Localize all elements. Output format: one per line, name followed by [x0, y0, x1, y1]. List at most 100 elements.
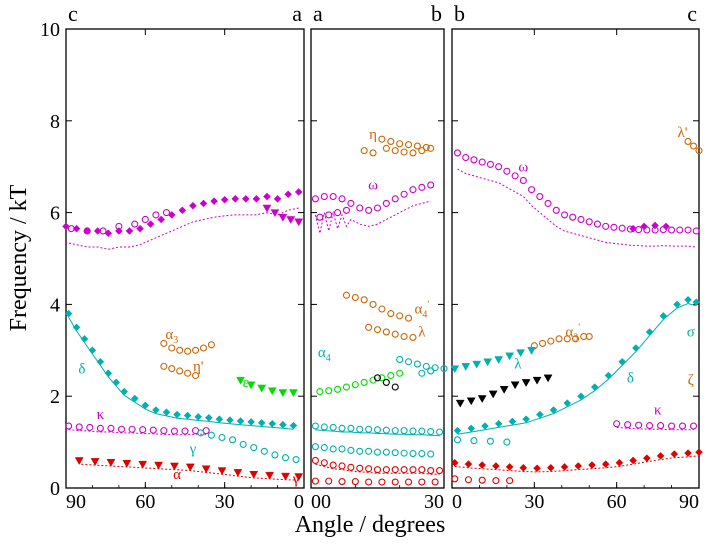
series-annotation: κ: [654, 403, 662, 419]
data-point-alpha-low: [464, 476, 473, 484]
data-point-alpha: [684, 449, 692, 457]
data-point-gamma: [197, 429, 205, 437]
data-point-alpha-low: [338, 478, 346, 486]
data-point-omega: [356, 204, 364, 212]
data-point-omega: [635, 226, 643, 234]
data-point-gamma: [311, 443, 319, 451]
data-point-delta: [278, 420, 287, 429]
series-annotation: κ: [97, 407, 105, 423]
data-point-kappa: [170, 427, 178, 435]
series-annotation: ω: [518, 159, 528, 175]
data-point-eta-prime: [192, 371, 200, 380]
data-point-gamma: [365, 447, 373, 455]
data-point-eta: [396, 140, 404, 148]
data-point-alpha: [169, 462, 179, 471]
data-point-alpha: [533, 464, 541, 473]
data-point-alpha: [643, 454, 651, 463]
data-point-epsilon: [351, 381, 359, 389]
y-tick-label: 6: [50, 203, 60, 225]
data-point-eta-prime: [160, 362, 168, 370]
panel-frame-c-a: [65, 28, 305, 489]
data-point-omega: [577, 215, 585, 224]
data-point-eta-prime: [168, 365, 176, 373]
data-point-black: [391, 383, 399, 391]
data-point-alpha3-prime: [539, 339, 547, 347]
data-point-omega: [453, 149, 462, 157]
data-point-omega-open: [131, 220, 139, 228]
data-point-alpha: [338, 462, 346, 470]
data-point-lambda: [400, 332, 408, 341]
data-point-alpha3-prime: [571, 335, 580, 343]
data-point-alpha4-prime: [396, 312, 404, 320]
data-point-omega: [478, 158, 486, 166]
series-annotation: α: [173, 467, 181, 483]
data-point-kappa: [657, 422, 665, 430]
data-point-alpha-low: [391, 478, 399, 486]
data-point-alpha: [695, 448, 703, 457]
data-point-lambda-prime: [695, 147, 703, 155]
series-annotation: α4': [414, 300, 429, 321]
y-tick-label: 2: [50, 386, 60, 408]
x-axis-label: Angle / degrees: [295, 512, 446, 538]
data-point-epsilon: [342, 383, 351, 391]
data-point-lambda: [472, 360, 482, 369]
data-point-gamma: [503, 438, 511, 446]
series-annotation: α3': [565, 323, 580, 344]
data-point-alpha-low: [478, 476, 486, 484]
data-point-gamma: [470, 437, 478, 445]
data-point-omega: [602, 222, 610, 230]
data-point-omega: [544, 199, 552, 207]
data-point-alpha4: [422, 362, 430, 370]
corner-label: b: [431, 1, 442, 26]
data-point-black: [543, 374, 553, 383]
data-point-eta: [409, 149, 417, 157]
data-point-gamma: [356, 447, 364, 455]
data-point-alpha: [505, 463, 514, 471]
data-point-delta: [96, 357, 105, 366]
data-point-omega-open: [141, 215, 149, 224]
data-point-kappa: [96, 424, 104, 432]
data-point-alpha: [154, 461, 163, 470]
x-tick-label: 30: [215, 491, 235, 513]
data-point-omega: [486, 160, 494, 168]
data-point-delta: [289, 421, 298, 430]
data-point-gamma: [391, 449, 399, 457]
data-point-omega: [311, 195, 319, 203]
data-point-omega: [391, 195, 399, 203]
data-point-alpha3: [176, 346, 184, 354]
data-point-delta: [427, 427, 435, 436]
data-point-alpha: [519, 463, 528, 472]
data-point-delta: [141, 401, 150, 410]
data-point-delta: [329, 423, 337, 431]
data-point-delta: [162, 408, 171, 417]
data-point-omega-open: [152, 211, 160, 219]
data-point-lambda: [373, 326, 382, 334]
data-point-alpha-low: [351, 478, 359, 486]
corner-label: a: [292, 1, 302, 26]
data-point-eta: [369, 149, 377, 157]
data-point-omega: [418, 183, 426, 191]
data-point-lambda: [391, 330, 399, 338]
data-point-gamma: [271, 451, 279, 459]
theory-curve-kappa: [616, 426, 694, 431]
data-point-lambda: [494, 356, 504, 364]
data-point-gamma: [239, 440, 247, 448]
data-point-eta-prime: [176, 367, 184, 375]
data-point-omega: [569, 213, 577, 221]
data-point-epsilon: [257, 384, 267, 393]
data-point-alpha4-prime: [369, 300, 377, 308]
data-point-alpha: [320, 459, 328, 467]
data-point-omega: [263, 192, 271, 201]
data-point-alpha: [656, 452, 665, 460]
data-point-alpha: [601, 460, 610, 468]
data-point-alpha: [249, 470, 259, 479]
series-annotation: λ: [418, 325, 426, 341]
data-point-lambda: [505, 352, 515, 361]
data-point-omega: [178, 206, 187, 215]
y-tick-label: 4: [50, 294, 60, 316]
data-point-omega: [373, 204, 382, 212]
data-point-delta: [64, 309, 73, 318]
data-point-delta: [563, 399, 572, 407]
theory-curve-delta: [315, 429, 440, 437]
